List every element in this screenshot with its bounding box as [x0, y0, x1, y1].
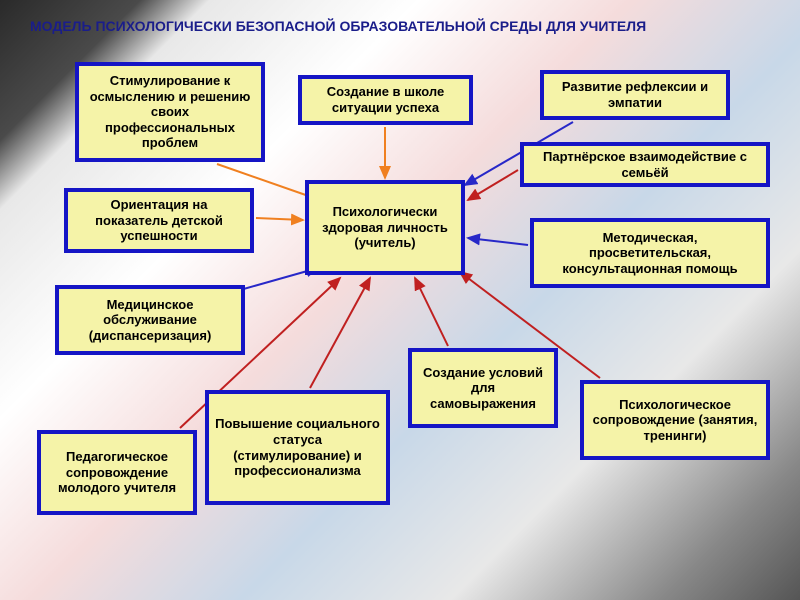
arrow-metod: [468, 238, 528, 245]
node-metod: Методическая, просветительская, консульт…: [530, 218, 770, 288]
arrow-sozd_usl: [415, 278, 448, 346]
node-refleks: Развитие рефлексии и эмпатии: [540, 70, 730, 120]
node-partner: Партнёрское взаимодействие с семьёй: [520, 142, 770, 187]
node-center: Психологически здоровая личность (учител…: [305, 180, 465, 275]
node-ped_sopr: Педагогическое сопровождение молодого уч…: [37, 430, 197, 515]
node-psih_sopr: Психологическое сопровождение (занятия, …: [580, 380, 770, 460]
arrow-povysh: [310, 278, 370, 388]
page-title: МОДЕЛЬ ПСИХОЛОГИЧЕСКИ БЕЗОПАСНОЙ ОБРАЗОВ…: [30, 18, 770, 36]
arrow-partner: [468, 170, 518, 200]
node-med: Медицинское обслуживание (диспансеризаци…: [55, 285, 245, 355]
node-sozd_usp: Создание в школе ситуации успеха: [298, 75, 473, 125]
node-povysh: Повышение социального статуса (стимулиро…: [205, 390, 390, 505]
node-stim: Стимулирование к осмыслению и решению св…: [75, 62, 265, 162]
node-sozd_usl: Создание условий для самовыражения: [408, 348, 558, 428]
node-orient: Ориентация на показатель детской успешно…: [64, 188, 254, 253]
arrow-orient: [256, 218, 303, 220]
